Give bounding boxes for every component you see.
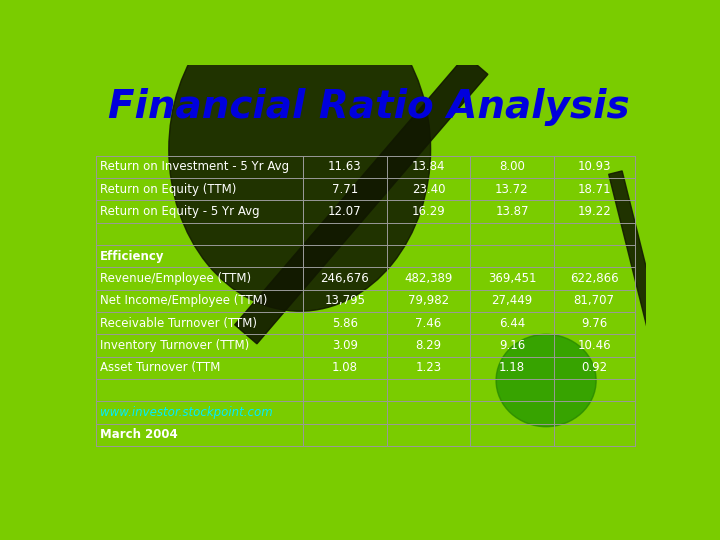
- Text: 23.40: 23.40: [412, 183, 445, 195]
- FancyArrow shape: [608, 171, 661, 328]
- Text: 8.00: 8.00: [499, 160, 525, 173]
- Text: Return on Investment - 5 Yr Avg: Return on Investment - 5 Yr Avg: [99, 160, 289, 173]
- Text: 6.44: 6.44: [499, 316, 525, 329]
- Text: 79,982: 79,982: [408, 294, 449, 307]
- Text: 5.86: 5.86: [332, 316, 358, 329]
- Text: 1.08: 1.08: [332, 361, 358, 374]
- Text: Financial Ratio Analysis: Financial Ratio Analysis: [108, 88, 630, 126]
- Text: 27,449: 27,449: [491, 294, 533, 307]
- Text: March 2004: March 2004: [99, 428, 177, 441]
- Text: 7.46: 7.46: [415, 316, 441, 329]
- Ellipse shape: [496, 334, 596, 427]
- Text: 3.09: 3.09: [332, 339, 358, 352]
- Text: Inventory Turnover (TTM): Inventory Turnover (TTM): [99, 339, 249, 352]
- Ellipse shape: [168, 0, 431, 311]
- Text: 369,451: 369,451: [487, 272, 536, 285]
- Text: Efficiency: Efficiency: [99, 249, 164, 262]
- Text: 18.71: 18.71: [577, 183, 611, 195]
- Ellipse shape: [498, 336, 594, 425]
- Text: 13,795: 13,795: [325, 294, 366, 307]
- FancyArrow shape: [235, 55, 488, 344]
- Text: 622,866: 622,866: [570, 272, 618, 285]
- Text: 81,707: 81,707: [574, 294, 615, 307]
- Text: 10.93: 10.93: [577, 160, 611, 173]
- Text: 7.71: 7.71: [332, 183, 358, 195]
- Text: Revenue/Employee (TTM): Revenue/Employee (TTM): [99, 272, 251, 285]
- Text: Return on Equity (TTM): Return on Equity (TTM): [99, 183, 236, 195]
- Text: 246,676: 246,676: [320, 272, 369, 285]
- Text: www.investor.stockpoint.com: www.investor.stockpoint.com: [99, 406, 272, 419]
- Text: 9.16: 9.16: [499, 339, 525, 352]
- Text: 13.84: 13.84: [412, 160, 445, 173]
- Text: 12.07: 12.07: [328, 205, 361, 218]
- Text: 9.76: 9.76: [581, 316, 607, 329]
- Text: 1.18: 1.18: [499, 361, 525, 374]
- Text: 13.72: 13.72: [495, 183, 528, 195]
- Text: 16.29: 16.29: [412, 205, 445, 218]
- Text: 13.87: 13.87: [495, 205, 528, 218]
- Text: 0.92: 0.92: [581, 361, 607, 374]
- Text: 8.29: 8.29: [415, 339, 441, 352]
- Text: 19.22: 19.22: [577, 205, 611, 218]
- Text: 482,389: 482,389: [404, 272, 453, 285]
- Text: Net Income/Employee (TTM): Net Income/Employee (TTM): [99, 294, 267, 307]
- Text: 1.23: 1.23: [415, 361, 441, 374]
- Text: 10.46: 10.46: [577, 339, 611, 352]
- Text: Receivable Turnover (TTM): Receivable Turnover (TTM): [99, 316, 256, 329]
- Text: Asset Turnover (TTM: Asset Turnover (TTM: [99, 361, 220, 374]
- Text: Return on Equity - 5 Yr Avg: Return on Equity - 5 Yr Avg: [99, 205, 259, 218]
- Text: 11.63: 11.63: [328, 160, 361, 173]
